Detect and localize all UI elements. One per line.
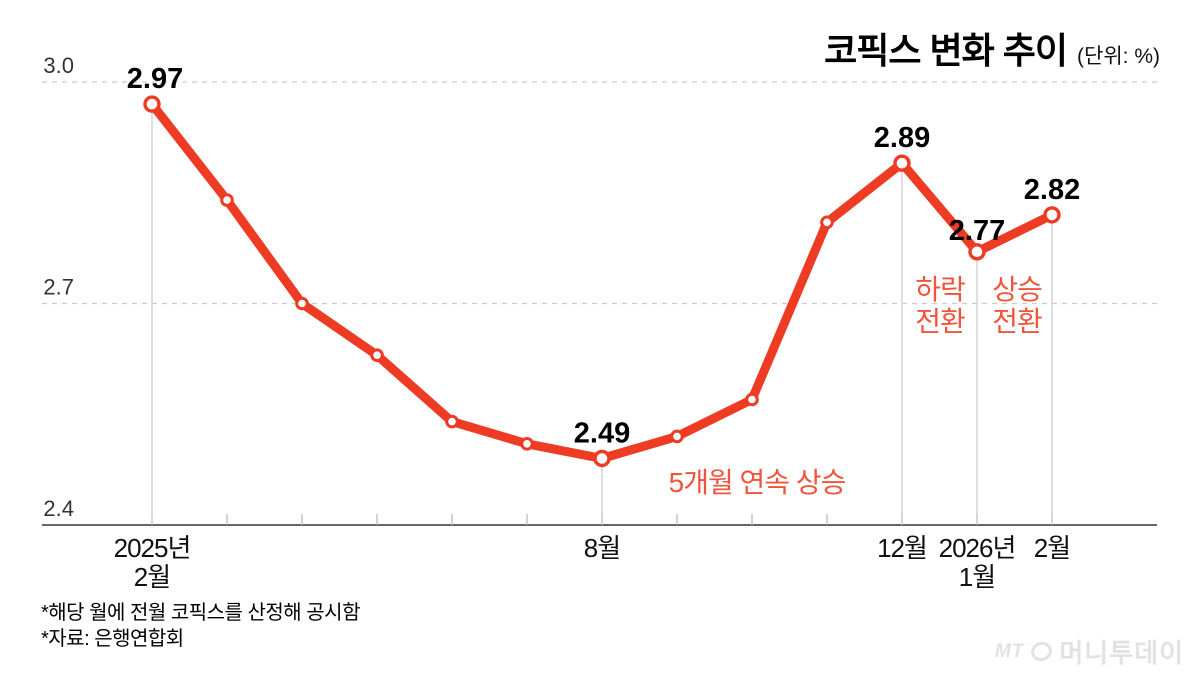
annotation-label: 전환: [915, 306, 965, 337]
data-point: [143, 95, 161, 113]
y-tick-label: 2.4: [43, 496, 74, 521]
data-point: [745, 392, 759, 407]
x-axis-label: 8월: [584, 533, 620, 563]
data-point: [1043, 206, 1061, 224]
data-point: [220, 193, 234, 207]
data-point: [670, 429, 684, 444]
y-tick-label: 3.0: [43, 53, 74, 78]
point-value-label: 2.89: [874, 122, 930, 154]
x-axis-label: 1월: [959, 562, 995, 592]
chart-title: 코픽스 변화 추이: [824, 30, 1068, 71]
data-point: [593, 449, 611, 468]
annotation-label: 전환: [992, 306, 1042, 337]
y-tick-label: 2.7: [43, 275, 74, 300]
chart-unit-label: (단위: %): [1077, 45, 1160, 68]
data-point: [370, 348, 384, 363]
chart-title-block: 코픽스 변화 추이 (단위: %): [824, 22, 1160, 74]
x-axis-label: 2월: [134, 562, 170, 592]
footnote-method: *해당 월에 전월 코픽스를 산정해 공시함: [41, 602, 360, 624]
logo-wordmark: 머니투데이: [1059, 638, 1184, 668]
data-point: [520, 437, 534, 451]
annotation-label: 하락: [915, 274, 965, 305]
data-point: [445, 414, 459, 429]
data-point: [968, 243, 986, 261]
logo-ring-icon: [1029, 639, 1055, 664]
point-value-label: 2.97: [127, 63, 183, 95]
x-axis-label: 2월: [1034, 533, 1070, 563]
annotation-label: 5개월 연속 상승: [669, 467, 846, 498]
x-axis-label: 2026년: [939, 533, 1016, 563]
x-axis-label: 12월: [877, 533, 927, 563]
logo-mt-text: MT: [994, 640, 1025, 662]
data-point: [295, 296, 309, 311]
annotation-label: 상승: [992, 274, 1042, 305]
footnotes: *해당 월에 전월 코픽스를 산정해 공시함 *자료: 은행연합회: [41, 600, 360, 652]
point-value-label: 2.77: [949, 215, 1005, 247]
data-point: [893, 154, 911, 172]
data-point: [820, 215, 834, 230]
footnote-source: *자료: 은행연합회: [41, 628, 184, 650]
x-axis-label: 2025년: [114, 533, 191, 563]
point-value-label: 2.49: [574, 418, 630, 450]
point-value-label: 2.82: [1024, 174, 1080, 206]
moneytoday-logo: MT 머니투데이: [995, 633, 1184, 670]
